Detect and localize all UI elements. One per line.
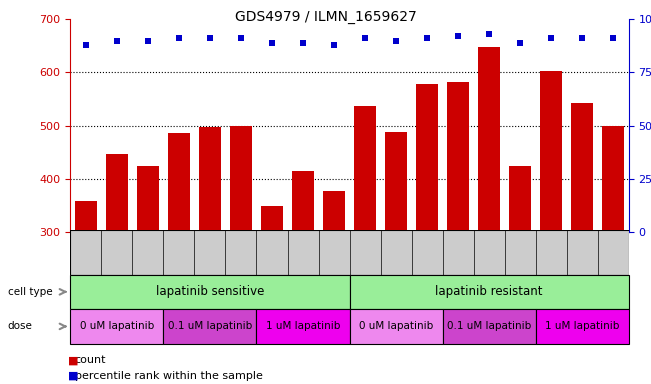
Text: dose: dose — [8, 321, 33, 331]
Bar — [385, 132, 407, 384]
Bar — [70, 275, 350, 309]
Bar — [256, 309, 350, 344]
Text: 0.1 uM lapatinib: 0.1 uM lapatinib — [447, 321, 531, 331]
Bar — [540, 71, 562, 384]
Bar — [572, 103, 593, 384]
Text: 0.1 uM lapatinib: 0.1 uM lapatinib — [168, 321, 252, 331]
Bar — [292, 171, 314, 384]
Text: 1 uM lapatinib: 1 uM lapatinib — [266, 321, 340, 331]
Text: count: count — [75, 355, 106, 365]
Bar — [168, 133, 190, 384]
Text: GDS4979 / ILMN_1659627: GDS4979 / ILMN_1659627 — [234, 10, 417, 23]
Text: ■: ■ — [68, 355, 79, 365]
Text: lapatinib resistant: lapatinib resistant — [436, 285, 543, 298]
Text: 0 uM lapatinib: 0 uM lapatinib — [79, 321, 154, 331]
Bar — [509, 166, 531, 384]
Bar — [323, 191, 345, 384]
Bar — [137, 166, 159, 384]
Text: 0 uM lapatinib: 0 uM lapatinib — [359, 321, 434, 331]
Bar — [75, 202, 97, 384]
Text: cell type: cell type — [8, 287, 53, 297]
Bar — [261, 206, 283, 384]
Bar — [106, 154, 128, 384]
Text: ■: ■ — [68, 371, 79, 381]
Bar — [478, 47, 500, 384]
Bar — [354, 106, 376, 384]
Text: lapatinib sensitive: lapatinib sensitive — [156, 285, 264, 298]
Bar — [70, 309, 163, 344]
Bar — [350, 309, 443, 344]
Bar — [199, 127, 221, 384]
Text: percentile rank within the sample: percentile rank within the sample — [75, 371, 263, 381]
Bar — [416, 84, 438, 384]
Bar — [230, 126, 252, 384]
Bar — [447, 81, 469, 384]
Text: 1 uM lapatinib: 1 uM lapatinib — [545, 321, 620, 331]
Bar — [443, 309, 536, 344]
Bar — [350, 275, 629, 309]
Bar — [602, 126, 624, 384]
Bar — [536, 309, 629, 344]
Bar — [163, 309, 256, 344]
